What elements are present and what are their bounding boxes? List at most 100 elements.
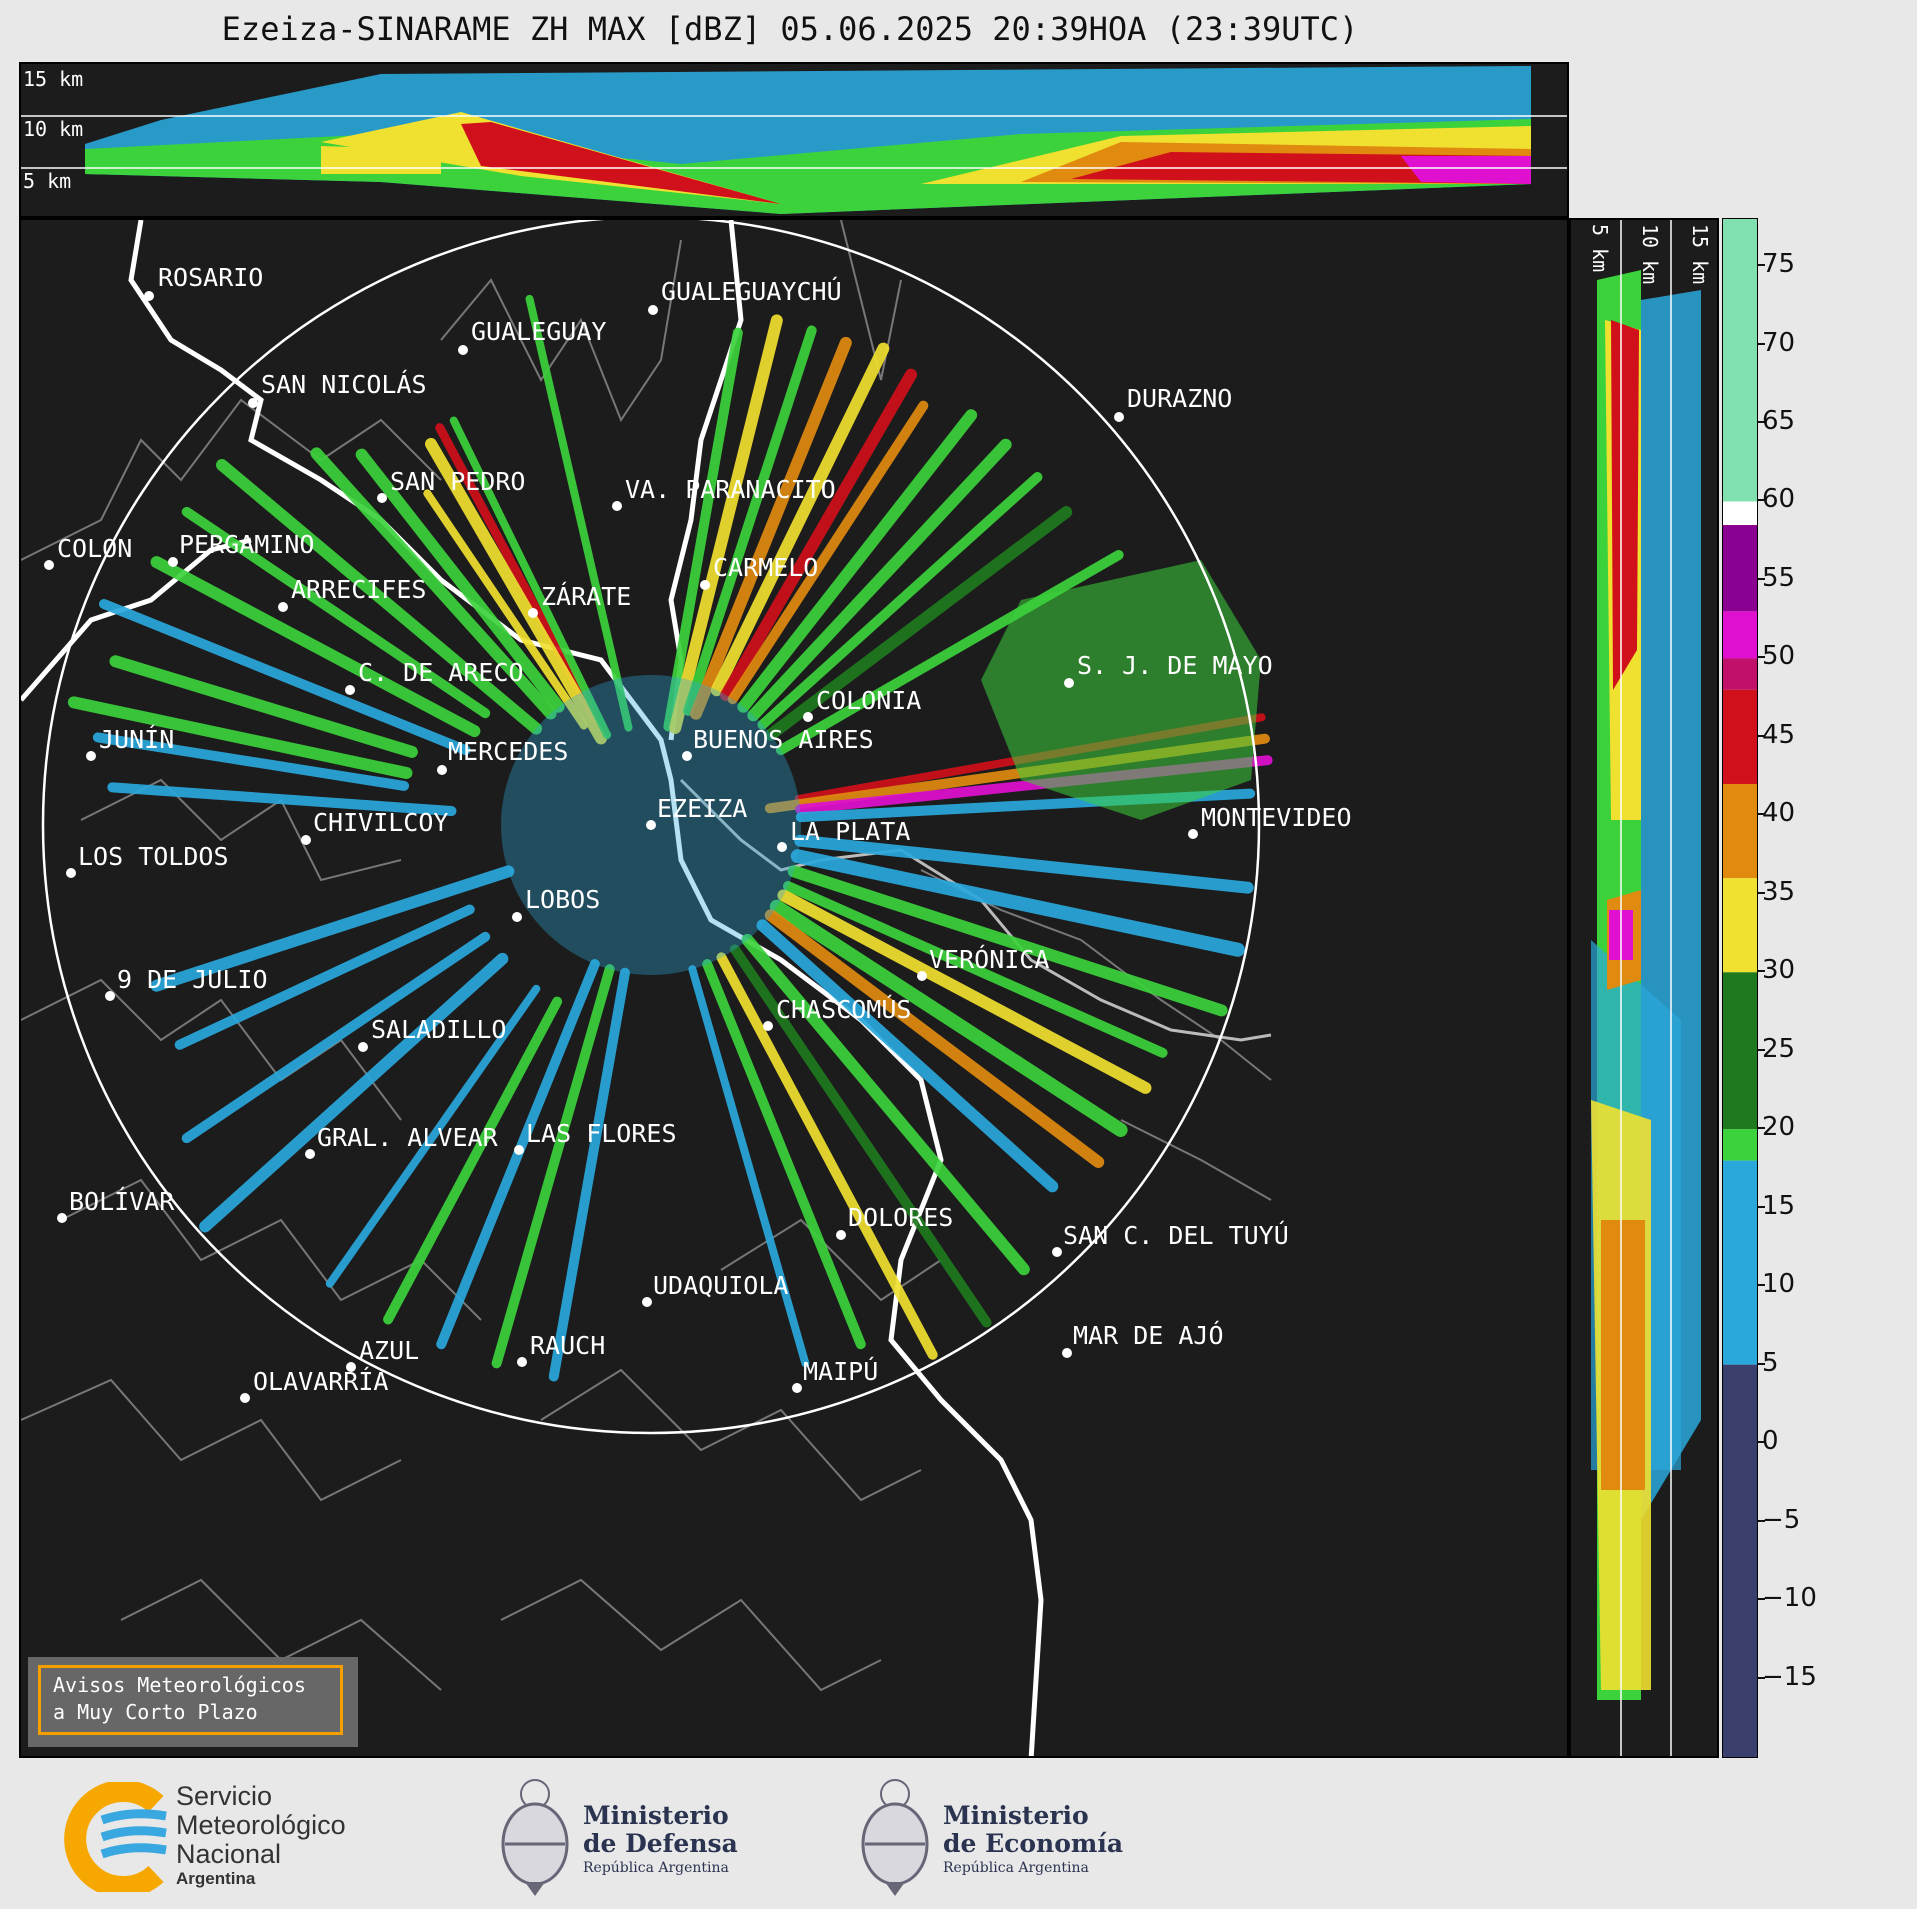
radar-echo-ray xyxy=(383,996,563,1325)
side-label-10km: 10 km xyxy=(1638,224,1662,284)
city-label-gral-alvear: GRAL. ALVEAR xyxy=(317,1123,499,1152)
radar-echo-ray xyxy=(794,834,1254,894)
radar-echo-ray xyxy=(764,506,1073,741)
colorbar-tick-mark xyxy=(1757,1048,1765,1051)
radar-echo-ray xyxy=(756,919,1059,1193)
city-label-udaquiola: UDAQUIOLA xyxy=(653,1271,788,1300)
top-height-profile-panel: 15 km 10 km 5 km xyxy=(19,62,1569,218)
smn-name-line4: Argentina xyxy=(176,1869,256,1888)
radar-echo-ray xyxy=(710,342,890,697)
top-profile-svg: 15 km 10 km 5 km xyxy=(21,66,1567,214)
city-markers: ROSARIO GUALEGUAYCHÚ GUALEGUAY SAN NICOL… xyxy=(44,263,1352,1403)
colorbar-segment xyxy=(1723,219,1757,502)
city-label-azul: AZUL xyxy=(359,1336,419,1365)
city-label-gualeguaychu: GUALEGUAYCHÚ xyxy=(661,276,842,306)
colorbar-tick-label: 35 xyxy=(1762,876,1796,907)
colorbar-tick-mark xyxy=(1757,421,1765,424)
city-label-arrecifes: ARRECIFES xyxy=(291,575,426,604)
city-label-montevideo: MONTEVIDEO xyxy=(1201,803,1352,832)
chart-title: Ezeiza-SINARAME ZH MAX [dBZ] 05.06.2025 … xyxy=(221,10,1359,48)
colorbar-tick-label: 55 xyxy=(1762,562,1796,593)
colorbar-tick-label: 10 xyxy=(1762,1269,1796,1300)
colorbar-tick-mark xyxy=(1757,1519,1765,1522)
city-label-rosario: ROSARIO xyxy=(158,263,263,292)
radar-echo-ray xyxy=(109,655,418,758)
city-label-maipu: MAIPÚ xyxy=(803,1356,878,1386)
colorbar-tick-label: 60 xyxy=(1762,484,1796,515)
radar-echo-ray xyxy=(425,437,607,745)
economia-logo: Ministerio de Economía República Argenti… xyxy=(855,1772,1125,1902)
radar-map-svg: ROSARIO GUALEGUAYCHÚ GUALEGUAY SAN NICOL… xyxy=(21,220,1352,1756)
radar-echo-ray xyxy=(107,782,457,817)
radar-echo-ray xyxy=(729,944,992,1328)
city-label-olavarria: OLAVARRÍA xyxy=(253,1367,388,1396)
radar-echo-ray xyxy=(689,336,852,720)
economia-line2: de Economía xyxy=(943,1829,1124,1858)
city-label-las-flores: LAS FLORES xyxy=(526,1119,677,1148)
city-label-va-paranacito: VA. PARANACITO xyxy=(625,475,836,504)
range-ring xyxy=(41,220,1261,1435)
radar-echo-ray xyxy=(98,598,471,756)
colorbar-tick-label: 75 xyxy=(1762,249,1796,280)
colorbar-tick-label: 15 xyxy=(1762,1190,1796,1221)
city-label-dolores: DOLORES xyxy=(848,1203,953,1232)
city-label-mercedes: MERCEDES xyxy=(448,737,568,766)
city-label-saladillo: SALADILLO xyxy=(371,1015,506,1044)
radar-echo-ray xyxy=(777,889,1152,1094)
defensa-line1: Ministerio xyxy=(583,1801,729,1830)
colorbar-tick-mark xyxy=(1757,264,1765,267)
colorbar-segment xyxy=(1723,501,1757,526)
city-label-durazno: DURAZNO xyxy=(1127,384,1232,413)
colorbar-segment xyxy=(1723,1160,1757,1365)
colorbar-tick-label: 0 xyxy=(1762,1426,1779,1457)
radar-echo-ray xyxy=(67,696,413,780)
colorbar-svg xyxy=(1723,219,1757,1757)
colorbar-tick-mark xyxy=(1757,1127,1765,1130)
economia-line3: República Argentina xyxy=(943,1860,1089,1876)
radar-echo-ray xyxy=(683,325,817,716)
colorbar-segment xyxy=(1723,611,1757,659)
economia-line1: Ministerio xyxy=(943,1801,1089,1830)
colorbar-tick-mark xyxy=(1757,1362,1765,1365)
colorbar-tick-mark xyxy=(1757,656,1765,659)
colorbar-tick-mark xyxy=(1757,1205,1765,1208)
city-label-pergamino: PERGAMINO xyxy=(179,530,314,559)
city-label-lobos: LOBOS xyxy=(525,885,600,914)
colorbar-tick-mark xyxy=(1757,891,1765,894)
eastern-precip-area xyxy=(981,560,1261,820)
colorbar-segment xyxy=(1723,689,1757,784)
radar-echo-ray xyxy=(325,984,541,1288)
colorbar-tick-mark xyxy=(1757,1284,1765,1287)
colorbar-tick-mark xyxy=(1757,1441,1765,1444)
radar-echoes xyxy=(67,294,1273,1382)
city-label-gualeguay: GUALEGUAY xyxy=(471,317,606,346)
defensa-coat-of-arms-icon xyxy=(501,1779,569,1896)
colorbar-tick-label: 70 xyxy=(1762,327,1796,358)
top-label-15km: 15 km xyxy=(23,67,83,91)
economia-coat-of-arms-icon xyxy=(861,1779,929,1896)
radar-echo-ray xyxy=(790,849,1245,957)
colorbar-segment xyxy=(1723,525,1757,612)
colorbar-tick-label: 5 xyxy=(1762,1347,1779,1378)
colorbar-segment xyxy=(1723,972,1757,1130)
city-label-9-de-julio: 9 DE JULIO xyxy=(117,965,268,994)
colorbar-tick-label: 50 xyxy=(1762,641,1796,672)
radar-echo-ray xyxy=(491,964,615,1369)
radar-echo-ray xyxy=(310,447,557,720)
colorbar-tick-mark xyxy=(1757,813,1765,816)
radar-echo-ray xyxy=(548,967,630,1382)
city-label-veronica: VERÓNICA xyxy=(929,944,1049,974)
radar-echo-ray xyxy=(216,459,543,735)
defensa-line3: República Argentina xyxy=(583,1860,729,1876)
radar-echo-ray xyxy=(720,368,917,702)
smn-logo: Servicio Meteorológico Nacional Argentin… xyxy=(56,1782,396,1892)
side-profile-red-top xyxy=(1611,320,1639,690)
colorbar-tick-label: 25 xyxy=(1762,1033,1796,1064)
radar-echo-ray xyxy=(181,931,491,1144)
city-label-san-nicolas: SAN NICOLÁS xyxy=(261,370,427,399)
radar-echo-ray xyxy=(449,416,612,740)
top-profile-red-a xyxy=(461,122,781,204)
colorbar-segment xyxy=(1723,783,1757,879)
radar-echo-ray xyxy=(525,294,633,732)
radar-echo-ray xyxy=(757,472,1043,730)
